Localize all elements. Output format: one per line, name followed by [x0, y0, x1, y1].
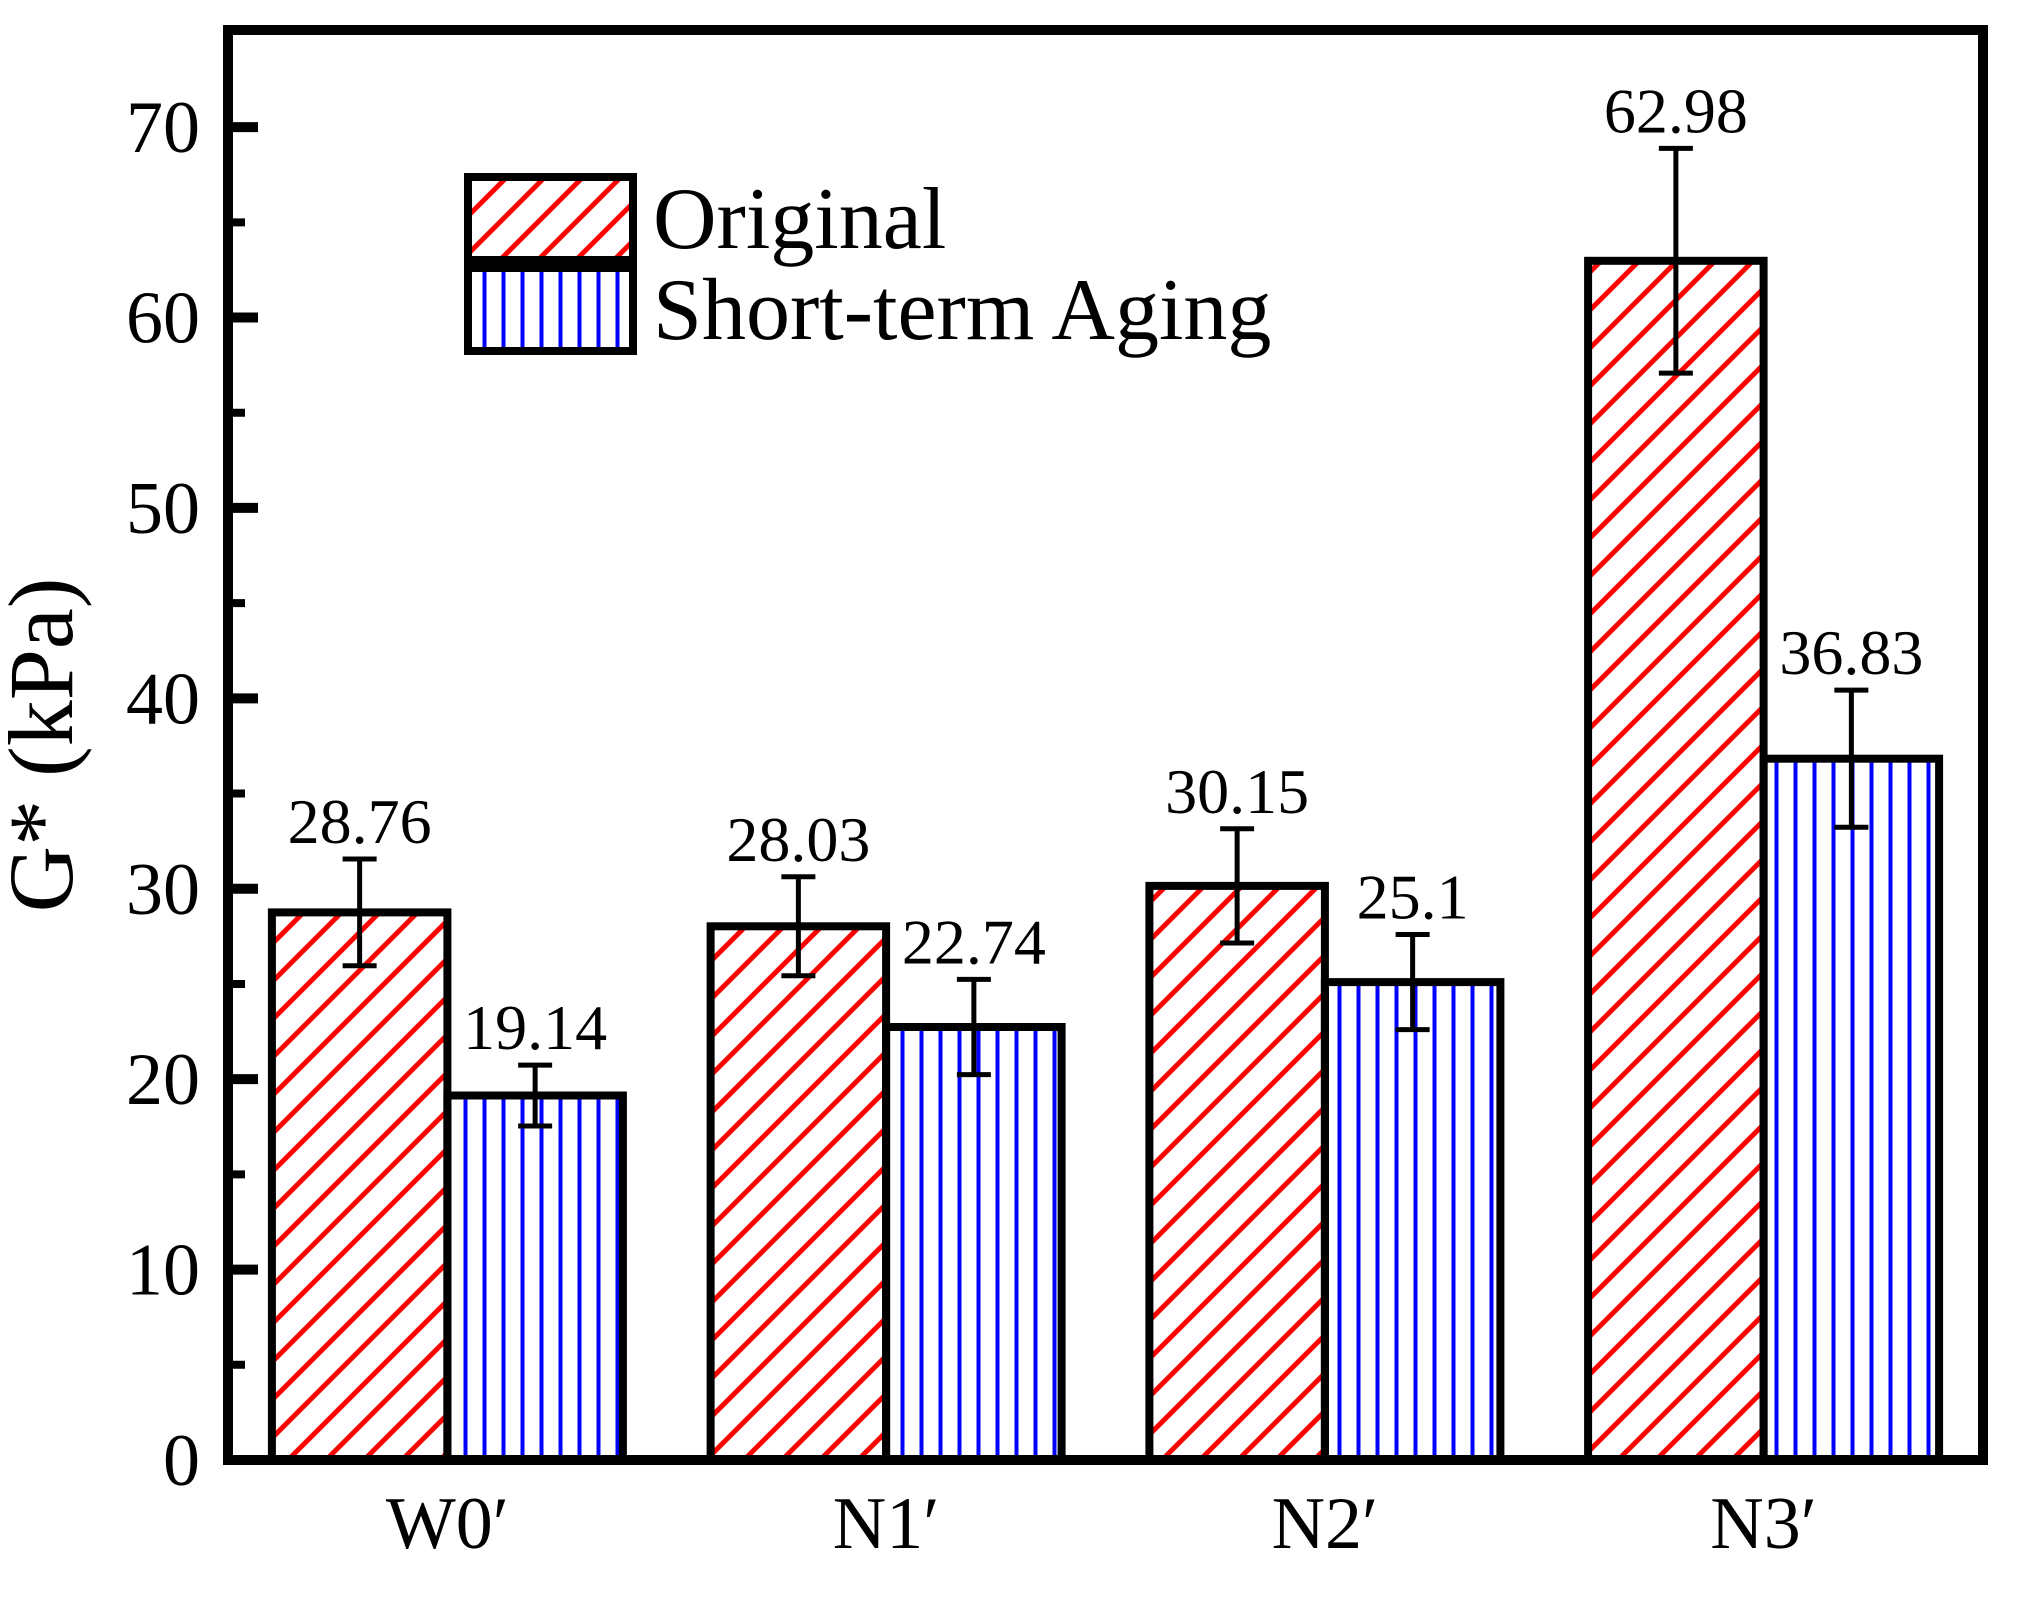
x-tick-label: N1′: [833, 1483, 940, 1565]
x-tick-label: N3′: [1710, 1483, 1817, 1565]
bar-N1′-aged: [882, 1023, 1066, 1464]
y-tick-label: 20: [126, 1039, 200, 1121]
value-label: 62.98: [1604, 75, 1748, 146]
value-label: 28.76: [288, 786, 432, 857]
bar-W0′-aged: [443, 1091, 627, 1464]
bar-N1′-original: [706, 922, 891, 1464]
x-tick-label: N2′: [1272, 1483, 1379, 1565]
y-tick-label: 10: [126, 1230, 200, 1312]
y-tick-label: 40: [126, 658, 200, 740]
bars-group: [267, 256, 1944, 1464]
value-label: 19.14: [463, 992, 607, 1063]
y-tick-label: 70: [126, 87, 200, 169]
value-label: 28.03: [726, 804, 870, 875]
value-label: 30.15: [1165, 756, 1309, 827]
bar-N2′-aged: [1320, 978, 1505, 1464]
y-tick-label: 60: [126, 278, 200, 360]
value-label: 36.83: [1779, 617, 1923, 688]
value-label: 25.1: [1357, 862, 1469, 933]
legend-swatch-short-term-aging: [464, 264, 637, 355]
bar-W0′-original: [267, 908, 452, 1464]
y-tick-label: 50: [126, 468, 200, 550]
value-labels-group: 28.76 28.03 30.15 62.98 19.14 22.74 25.1 36.83: [288, 75, 1924, 1063]
x-axis-labels: W0′ N1′ N2′ N3′: [386, 1483, 1817, 1565]
error-bars-group: [342, 145, 1869, 1129]
y-axis-title: G* (kPa): [0, 578, 92, 913]
x-tick-label: W0′: [386, 1483, 509, 1565]
y-tick-label: 30: [126, 849, 200, 931]
legend-swatch-original: [464, 173, 637, 264]
bar-N2′-original: [1145, 881, 1329, 1464]
bar-N3′-aged: [1759, 754, 1944, 1464]
value-label: 22.74: [902, 906, 1046, 977]
bar-N3′-original: [1584, 256, 1768, 1464]
legend-label: Original: [653, 171, 946, 268]
plot-frame: [223, 25, 1988, 1465]
y-tick-label: 0: [163, 1420, 200, 1502]
y-axis-ticks: 0 10 20 30 40 50 60 70: [126, 87, 258, 1502]
legend-label: Short-term Aging: [653, 262, 1271, 359]
